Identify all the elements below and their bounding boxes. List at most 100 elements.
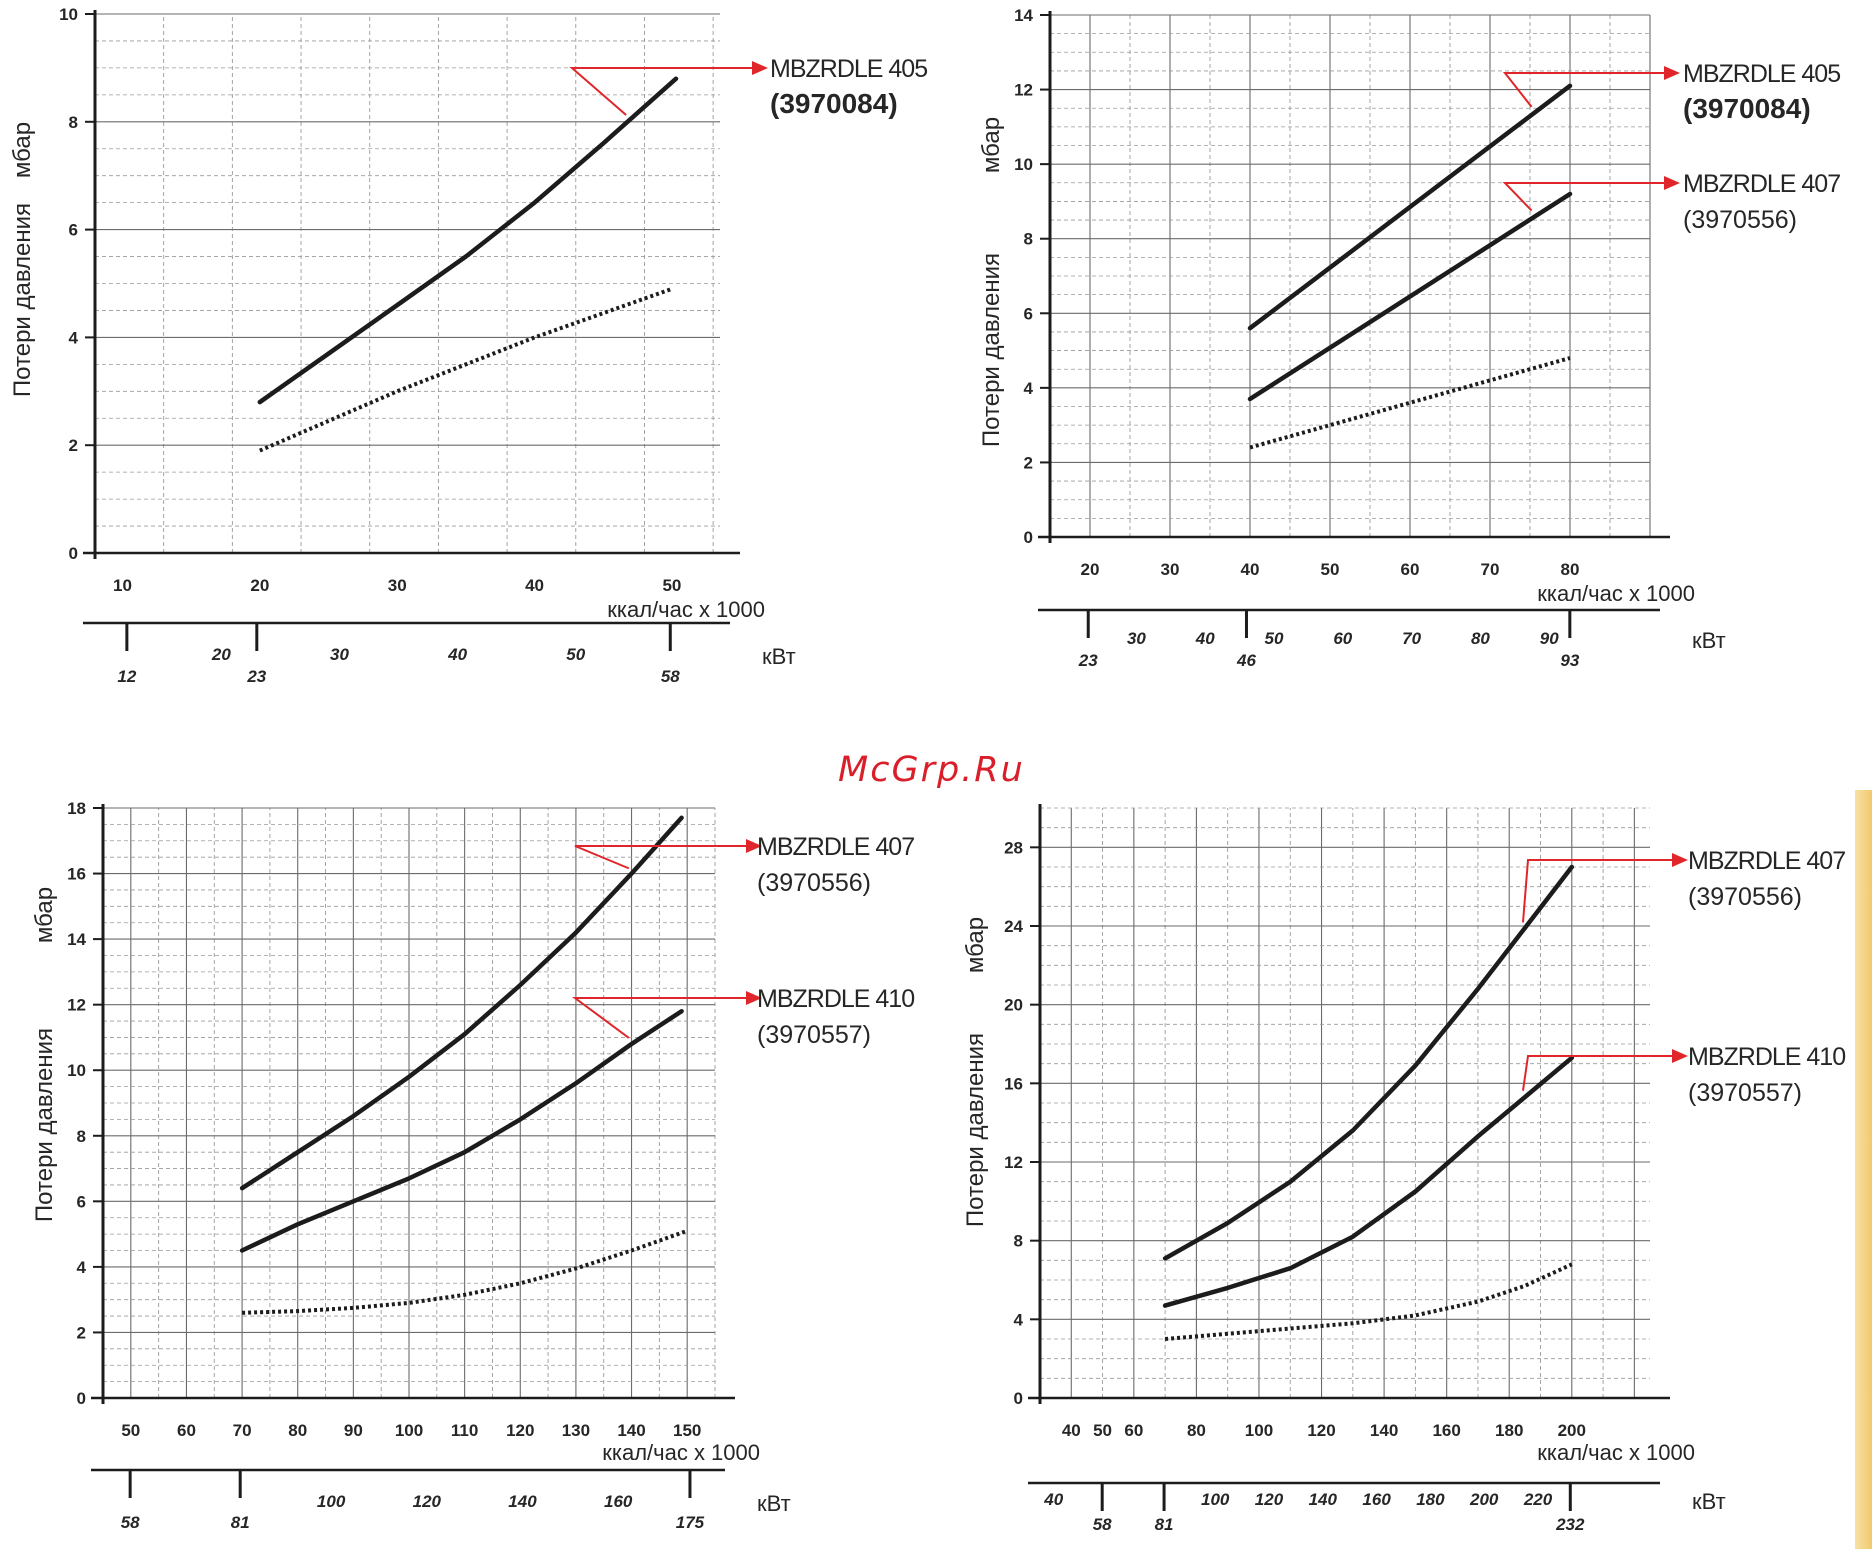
kw-bold-tick-label: 58 — [661, 667, 680, 686]
kw-axis-label: кВт — [762, 644, 796, 669]
y-tick-label: 18 — [67, 799, 86, 818]
x-tick-label: 50 — [662, 576, 681, 595]
y-tick-label: 4 — [1024, 379, 1034, 398]
y-tick-label: 28 — [1004, 838, 1023, 857]
legend-code: (3970556) — [1688, 883, 1802, 911]
legend-leader-line — [574, 845, 752, 870]
legend-callout: MBZRDLE 410 (3970557) — [571, 985, 915, 1049]
y-tick-label: 10 — [59, 5, 78, 24]
x-axis-label: ккал/час х 1000 — [607, 597, 765, 622]
y-axis-unit: мбар — [9, 122, 36, 178]
legend-callout: MBZRDLE 407 (3970556) — [574, 833, 915, 897]
legend-arrowhead-icon — [746, 991, 762, 1005]
y-tick-label: 0 — [1014, 1389, 1023, 1408]
chart-1: 0 2 4 6 8 10 10 20 30 40 50 ккал/час х 1000 12 23 58 20… — [9, 5, 928, 686]
legend-arrowhead-icon — [1664, 66, 1680, 80]
kw-bold-tick-label: 58 — [1093, 1515, 1112, 1534]
x-tick-label: 90 — [344, 1421, 363, 1440]
y-tick-label: 16 — [67, 865, 86, 884]
y-axis-label: Потери давления — [9, 203, 36, 397]
legend-code: (3970084) — [770, 88, 898, 119]
x-tick-label: 40 — [1241, 560, 1260, 579]
x-tick-label: 60 — [177, 1421, 196, 1440]
y-axis-unit: мбар — [978, 117, 1005, 173]
kw-tick-label: 120 — [413, 1492, 442, 1511]
kw-tick-label: 40 — [1195, 629, 1215, 648]
kw-tick-label: 160 — [604, 1492, 633, 1511]
legend-leader-line — [1521, 859, 1678, 923]
legend-code: (3970557) — [1688, 1079, 1802, 1107]
y-tick-label: 24 — [1004, 917, 1023, 936]
kw-bold-tick-label: 93 — [1560, 651, 1579, 670]
y-tick-label: 8 — [1024, 230, 1033, 249]
legend-arrowhead-icon — [746, 839, 762, 853]
series-line — [239, 815, 684, 1191]
x-tick-label: 70 — [233, 1421, 252, 1440]
x-tick-label: 80 — [1561, 560, 1580, 579]
kw-tick-label: 60 — [1333, 629, 1352, 648]
y-tick-label: 20 — [1004, 996, 1023, 1015]
kw-bold-tick-label: 58 — [121, 1513, 140, 1532]
kw-tick-label: 120 — [1255, 1490, 1284, 1509]
kw-tick-label: 140 — [508, 1492, 537, 1511]
x-tick-label: 40 — [1062, 1421, 1081, 1440]
series-line — [1247, 83, 1573, 331]
y-tick-label: 14 — [67, 930, 86, 949]
y-tick-label: 8 — [69, 113, 78, 132]
edge-decoration — [1855, 790, 1872, 1549]
x-tick-label: 140 — [617, 1421, 645, 1440]
kw-bold-tick-label: 81 — [1155, 1515, 1174, 1534]
x-tick-label: 120 — [1307, 1421, 1335, 1440]
series-line-dotted — [1164, 1262, 1573, 1341]
series-line — [1162, 1055, 1575, 1308]
series-line — [1247, 191, 1573, 402]
legend-arrowhead-icon — [1672, 1049, 1688, 1063]
x-tick-label: 60 — [1124, 1421, 1143, 1440]
y-tick-label: 2 — [1024, 453, 1033, 472]
kw-tick-label: 140 — [1309, 1490, 1338, 1509]
legend-arrowhead-icon — [752, 61, 768, 75]
kw-tick-label: 90 — [1540, 629, 1559, 648]
legend-code: (3970556) — [757, 869, 871, 897]
x-tick-label: 50 — [1093, 1421, 1112, 1440]
x-tick-label: 10 — [113, 576, 132, 595]
legend-leader-line — [569, 67, 758, 116]
kw-tick-label: 20 — [211, 645, 231, 664]
legend-name: MBZRDLE 407 — [1688, 847, 1845, 875]
kw-bold-tick-label: 46 — [1236, 651, 1256, 670]
kw-tick-label: 70 — [1402, 629, 1421, 648]
kw-bold-tick-label: 23 — [246, 667, 266, 686]
x-tick-label: 50 — [121, 1421, 140, 1440]
y-tick-label: 4 — [1014, 1310, 1024, 1329]
legend-arrowhead-icon — [1664, 176, 1680, 190]
y-tick-label: 6 — [1024, 304, 1033, 323]
x-tick-label: 80 — [288, 1421, 307, 1440]
x-tick-label: 60 — [1401, 560, 1420, 579]
legend-arrowhead-icon — [1672, 853, 1688, 867]
legend-callout: MBZRDLE 405 (3970084) — [1502, 60, 1841, 124]
y-axis-unit: мбар — [962, 917, 989, 973]
y-tick-label: 8 — [1014, 1232, 1023, 1251]
x-tick-label: 20 — [1081, 560, 1100, 579]
legend-code: (3970556) — [1683, 206, 1797, 234]
x-tick-label: 100 — [395, 1421, 423, 1440]
x-tick-label: 140 — [1370, 1421, 1398, 1440]
legend-name: MBZRDLE 410 — [757, 985, 914, 1013]
x-tick-label: 70 — [1481, 560, 1500, 579]
y-tick-label: 6 — [69, 221, 78, 240]
legend-name: MBZRDLE 410 — [1688, 1043, 1845, 1071]
y-axis-label: Потери давления — [962, 1033, 989, 1227]
y-tick-label: 14 — [1014, 6, 1033, 25]
y-tick-label: 2 — [69, 436, 78, 455]
legend-name: MBZRDLE 407 — [757, 833, 914, 861]
legend-leader-line — [1502, 182, 1670, 212]
x-tick-label: 30 — [1161, 560, 1180, 579]
kw-tick-label: 50 — [566, 645, 585, 664]
y-tick-label: 12 — [67, 996, 86, 1015]
kw-tick-label: 100 — [317, 1492, 346, 1511]
kw-tick-label: 30 — [1127, 629, 1146, 648]
x-tick-label: 160 — [1432, 1421, 1460, 1440]
x-axis-label: ккал/час х 1000 — [602, 1440, 760, 1465]
